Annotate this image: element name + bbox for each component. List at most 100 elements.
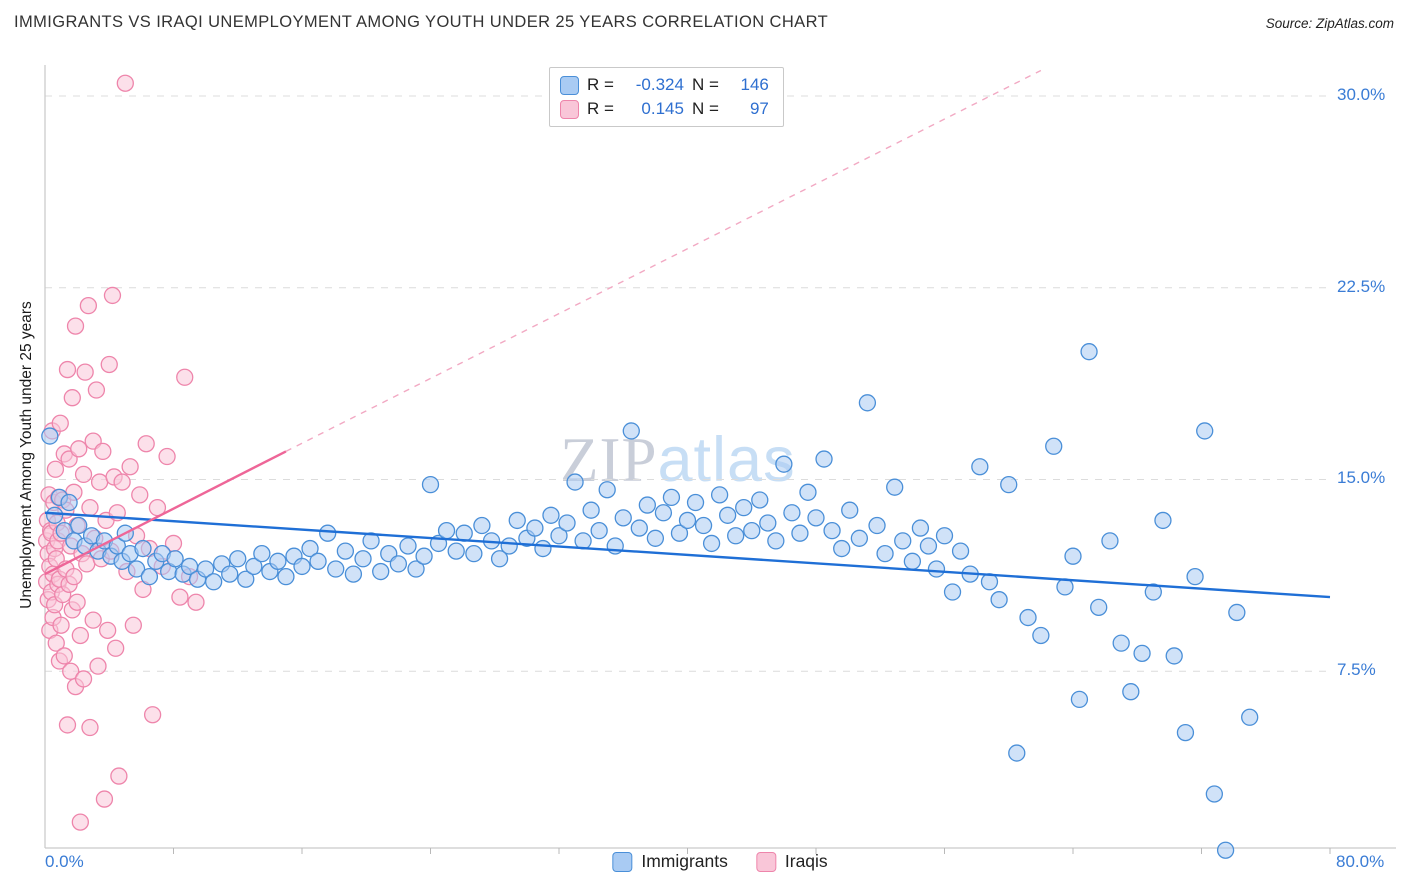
series-legend: Immigrants Iraqis [612,851,828,872]
scatter-point-immigrants [751,491,769,509]
scatter-point-iraqis [65,568,83,586]
scatter-point-immigrants [935,527,954,545]
scatter-point-immigrants [841,501,859,519]
scatter-point-immigrants [927,560,946,578]
scatter-point-immigrants [372,562,390,581]
x-tick-max: 80.0% [1336,852,1385,871]
scatter-point-immigrants [590,521,608,540]
scatter-point-immigrants [166,550,184,568]
scatter-point-iraqis [76,363,94,381]
scatter-point-immigrants [336,542,355,560]
scatter-point-immigrants [743,521,761,540]
scatter-point-immigrants [550,527,568,545]
scatter-point-iraqis [171,588,189,606]
scatter-point-immigrants [1112,634,1130,652]
scatter-point-iraqis [47,634,65,652]
scatter-point-immigrants [759,514,777,532]
scatter-point-immigrants [833,539,851,558]
scatter-point-immigrants [269,552,287,570]
scatter-point-immigrants [205,573,223,591]
scatter-point-immigrants [534,539,552,558]
scatter-point-immigrants [1196,422,1214,440]
trend-line-dashed-iraqis [285,69,1042,453]
scatter-point-iraqis [55,647,73,665]
scatter-point-iraqis [58,716,77,734]
scatter-point-iraqis [158,447,176,466]
n-value-iraqis: 97 [749,99,769,118]
iraqis-legend-label: Iraqis [784,851,828,871]
iraqis-legend-swatch [755,851,776,872]
scatter-point-immigrants [1000,475,1018,494]
scatter-point-immigrants [807,509,825,527]
scatter-point-immigrants [1064,547,1082,565]
scatter-point-immigrants [686,493,705,512]
scatter-point-iraqis [52,616,70,634]
scatter-point-immigrants [309,552,327,570]
scatter-point-iraqis [79,297,98,315]
scatter-point-immigrants [1176,723,1195,742]
scatter-point-immigrants [850,529,869,547]
scatter-point-immigrants [421,475,440,494]
scatter-point-immigrants [1165,647,1183,665]
scatter-point-iraqis [103,286,122,305]
scatter-point-iraqis [131,486,149,504]
scatter-point-immigrants [638,496,656,514]
scatter-point-immigrants [490,550,509,568]
scatter-point-iraqis [46,460,65,478]
source-attribution[interactable]: Source: ZipAtlas.com [1265,16,1394,31]
scatter-point-iraqis [68,593,86,611]
scatter-point-immigrants [566,473,584,491]
scatter-point-immigrants [127,560,146,578]
scatter-point-iraqis [81,498,99,517]
legend-item-immigrants[interactable]: Immigrants [612,851,728,872]
scatter-point-immigrants [473,516,491,535]
scatter-point-immigrants [60,493,78,512]
scatter-point-immigrants [1133,644,1151,663]
iraqis-swatch [560,99,579,119]
scatter-point-immigrants [465,545,483,563]
scatter-point-immigrants [943,583,962,601]
scatter-point-immigrants [327,560,345,578]
scatter-point-iraqis [63,389,81,407]
scatter-point-immigrants [894,532,912,550]
scatter-point-immigrants [1205,785,1223,803]
scatter-point-immigrants [1032,626,1050,645]
scatter-point-iraqis [98,621,117,639]
scatter-point-immigrants [70,516,88,535]
scatter-point-immigrants [500,537,518,555]
scatter-point-immigrants [630,519,648,537]
scatter-point-immigrants [735,498,753,517]
scatter-point-immigrants [229,550,247,568]
scatter-point-immigrants [1144,583,1162,601]
scatter-point-iraqis [78,555,96,573]
scatter-point-iraqis [71,813,89,831]
scatter-point-immigrants [971,458,989,476]
scatter-point-immigrants [253,545,271,563]
scatter-point-immigrants [447,542,465,560]
scatter-point-iraqis [74,670,93,688]
scatter-point-immigrants [437,521,456,540]
scatter-point-iraqis [110,767,128,785]
scatter-point-immigrants [221,565,239,583]
scatter-point-immigrants [614,509,632,527]
scatter-point-immigrants [1090,598,1108,616]
scatter-point-immigrants [911,519,930,537]
legend-item-iraqis[interactable]: Iraqis [755,851,828,872]
scatter-point-immigrants [1070,690,1089,709]
scatter-point-immigrants [140,568,159,586]
x-tick-min: 0.0% [45,852,84,871]
y-tick-7-5: 7.5% [1337,660,1376,679]
scatter-point-immigrants [362,532,380,550]
scatter-point-immigrants [670,524,689,542]
scatter-point-iraqis [121,458,139,476]
scatter-point-immigrants [237,570,255,588]
scatter-point-immigrants [1241,708,1259,726]
scatter-point-iraqis [137,435,155,453]
scatter-point-immigrants [662,488,681,507]
scatter-point-immigrants [622,422,640,440]
scatter-point-immigrants [542,506,560,524]
scatter-point-iraqis [66,317,85,335]
scatter-point-iraqis [81,718,99,737]
scatter-point-iraqis [74,465,93,484]
